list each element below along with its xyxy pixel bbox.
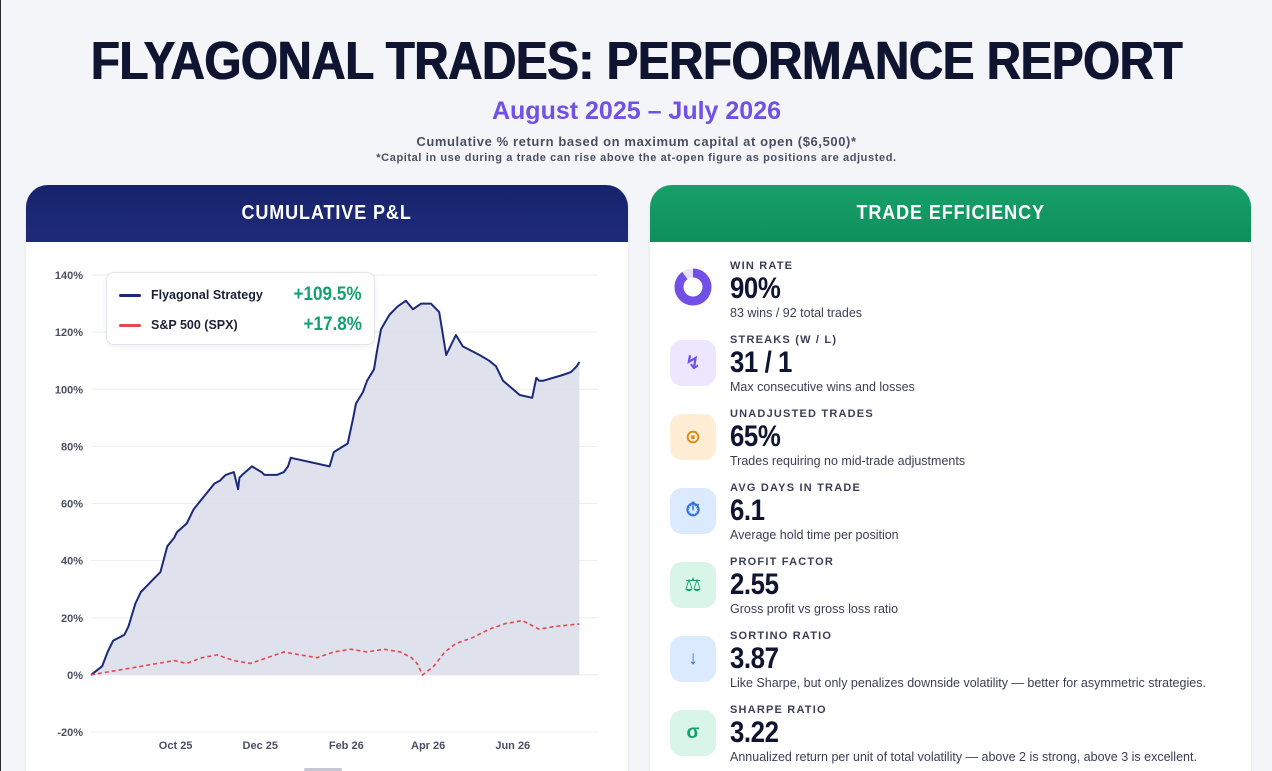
cumulative-pnl-header: CUMULATIVE P&L [26,185,628,242]
arrow-down-icon: ↓ [670,636,716,682]
metric-sharpe-ratio: σ SHARPE RATIO 3.22 Annualized return pe… [670,704,1241,771]
stopwatch-icon: ⏱ [670,488,716,534]
metric-text: WIN RATE 90% 83 wins / 92 total trades [730,260,1241,321]
metric-value: 6.1 [730,494,765,527]
x-tick-label: Apr 26 [411,740,445,752]
legend-item-spx: S&P 500 (SPX) +17.8% [119,313,362,337]
legend-swatch-flyagonal [119,293,141,297]
cumulative-pnl-panel: CUMULATIVE P&L 140% 120% 100% 80% 60% 40% 20% 0… [26,185,628,771]
scale-icon: ⚖ [670,562,716,608]
legend-item-flyagonal: Flyagonal Strategy +109.5% [119,283,362,307]
date-range-subtitle: August 2025 – July 2026 [491,97,782,125]
metric-label: SORTINO RATIO [730,630,833,642]
x-tick-label: Dec 25 [243,740,278,752]
report-header: FLYAGONAL TRADES: PERFORMANCE REPORT Aug… [1,0,1272,164]
metric-win-rate: WIN RATE 90% 83 wins / 92 total trades [670,260,1241,334]
metric-sortino-ratio: ↓ SORTINO RATIO 3.87 Like Sharpe, but on… [670,630,1241,704]
metric-label: STREAKS (W / L) [730,334,838,346]
legend-label-spx: S&P 500 (SPX) [151,318,238,332]
y-tick-label: 20% [61,613,83,625]
y-tick-label: 120% [55,327,83,339]
metric-description: Like Sharpe, but only penalizes downside… [730,676,1206,690]
trade-efficiency-panel: TRADE EFFICIENCY WIN RATE 90% 83 wins / … [650,185,1251,771]
donut-chart-icon [674,268,712,306]
spx-series-line [90,619,580,677]
page-title: FLYAGONAL TRADES: PERFORMANCE REPORT [90,31,1183,91]
target-icon: ⊙ [670,414,716,460]
legend-value-flyagonal: +109.5% [294,284,362,305]
metric-label: WIN RATE [730,260,794,272]
metric-description: Average hold time per position [730,528,899,542]
legend-label-flyagonal: Flyagonal Strategy [151,288,263,302]
y-tick-label: 0% [67,670,83,682]
x-tick-label: Jun 26 [495,740,530,752]
report-description: Cumulative % return based on maximum cap… [416,134,857,149]
metric-value: 3.22 [730,716,779,749]
metric-value: 31 / 1 [730,346,792,379]
legend-swatch-spx [119,323,141,327]
metric-value: 90% [730,272,781,305]
y-tick-label: -20% [57,727,83,739]
cumulative-pnl-chart: 140% 120% 100% 80% 60% 40% 20% 0% -20% Oct 25 Dec … [55,270,598,752]
x-tick-label: Feb 26 [329,740,364,752]
cumulative-pnl-title: CUMULATIVE P&L [241,202,413,224]
y-tick-label: 140% [55,270,83,282]
capital-footnote: *Capital in use during a trade can rise … [376,152,897,164]
metric-text: SORTINO RATIO 3.87 Like Sharpe, but only… [730,630,1241,691]
metric-description: Gross profit vs gross loss ratio [730,602,899,616]
scroll-handle[interactable] [304,768,342,771]
metric-value: 65% [730,420,781,453]
metric-text: AVG DAYS IN TRADE 6.1 Average hold time … [730,482,1241,543]
metric-text: PROFIT FACTOR 2.55 Gross profit vs gross… [730,556,1241,617]
metric-description: Annualized return per unit of total vola… [730,750,1197,764]
metric-streaks-w-l: ↯ STREAKS (W / L) 31 / 1 Max consecutive… [670,334,1241,408]
metric-description: Max consecutive wins and losses [730,380,915,394]
metric-label: AVG DAYS IN TRADE [730,482,862,494]
metric-text: STREAKS (W / L) 31 / 1 Max consecutive w… [730,334,1241,395]
metric-avg-days-in-trade: ⏱ AVG DAYS IN TRADE 6.1 Average hold tim… [670,482,1241,556]
lightning-icon: ↯ [670,340,716,386]
sigma-icon: σ [670,710,716,756]
metric-text: UNADJUSTED TRADES 65% Trades requiring n… [730,408,1241,469]
trade-efficiency-title: TRADE EFFICIENCY [856,202,1045,224]
y-tick-label: 40% [61,556,83,568]
metric-profit-factor: ⚖ PROFIT FACTOR 2.55 Gross profit vs gro… [670,556,1241,630]
metric-value: 3.87 [730,642,779,675]
flyagonal-area-fill [91,300,580,675]
x-tick-label: Oct 25 [159,740,193,752]
metric-value: 2.55 [730,568,779,601]
metric-description: 83 wins / 92 total trades [730,306,863,320]
metric-label: PROFIT FACTOR [730,556,835,568]
y-tick-label: 100% [55,384,83,396]
metric-label: SHARPE RATIO [730,704,827,716]
metric-unadjusted-trades: ⊙ UNADJUSTED TRADES 65% Trades requiring… [670,408,1241,482]
legend-value-spx: +17.8% [303,314,362,335]
flyagonal-series-line [90,299,581,676]
metric-label: UNADJUSTED TRADES [730,408,874,420]
trade-efficiency-header: TRADE EFFICIENCY [650,185,1251,242]
y-tick-label: 60% [61,499,83,511]
chart-legend: Flyagonal Strategy +109.5% S&P 500 (SPX)… [106,272,375,345]
metric-description: Trades requiring no mid-trade adjustment… [730,454,966,468]
y-tick-label: 80% [61,441,83,453]
metric-text: SHARPE RATIO 3.22 Annualized return per … [730,704,1241,765]
